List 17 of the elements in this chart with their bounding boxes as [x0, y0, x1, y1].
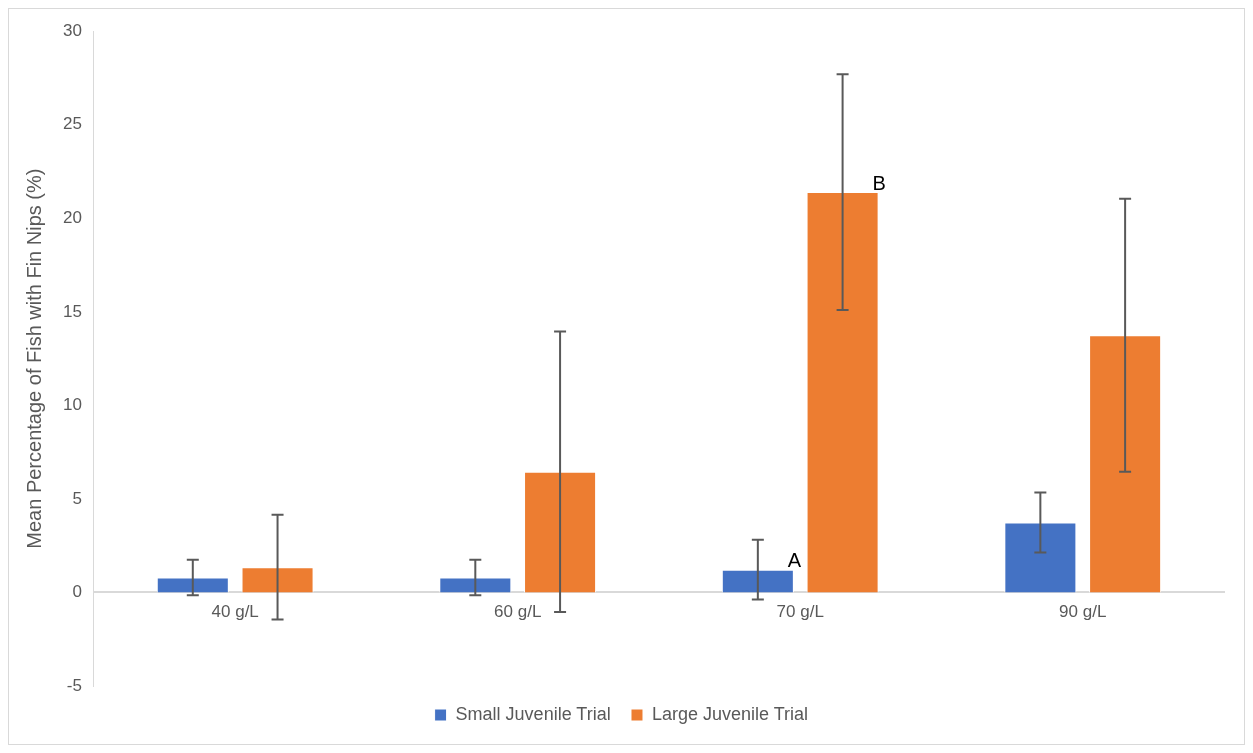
y-tick-label: 10	[62, 395, 82, 415]
annotation: B	[872, 171, 886, 194]
y-tick-label: 15	[62, 301, 82, 321]
x-tick-label: 40 g/L	[211, 602, 259, 622]
y-axis-title: Mean Percentage of Fish with Fin Nips (%)	[22, 168, 45, 549]
legend-label: Large Juvenile Trial	[651, 703, 809, 724]
y-tick-label: -5	[66, 675, 82, 695]
y-tick-label: 25	[62, 114, 82, 134]
x-tick-label: 60 g/L	[494, 602, 542, 622]
y-tick-label: 30	[62, 20, 82, 40]
annotation: A	[787, 549, 802, 572]
y-tick-label: 5	[72, 488, 82, 508]
y-tick-label: 0	[72, 582, 82, 602]
x-tick-label: 70 g/L	[776, 602, 824, 622]
x-tick-label: 90 g/L	[1059, 602, 1107, 622]
legend-label: Small Juvenile Trial	[455, 703, 611, 724]
y-tick-label: 20	[62, 207, 82, 227]
